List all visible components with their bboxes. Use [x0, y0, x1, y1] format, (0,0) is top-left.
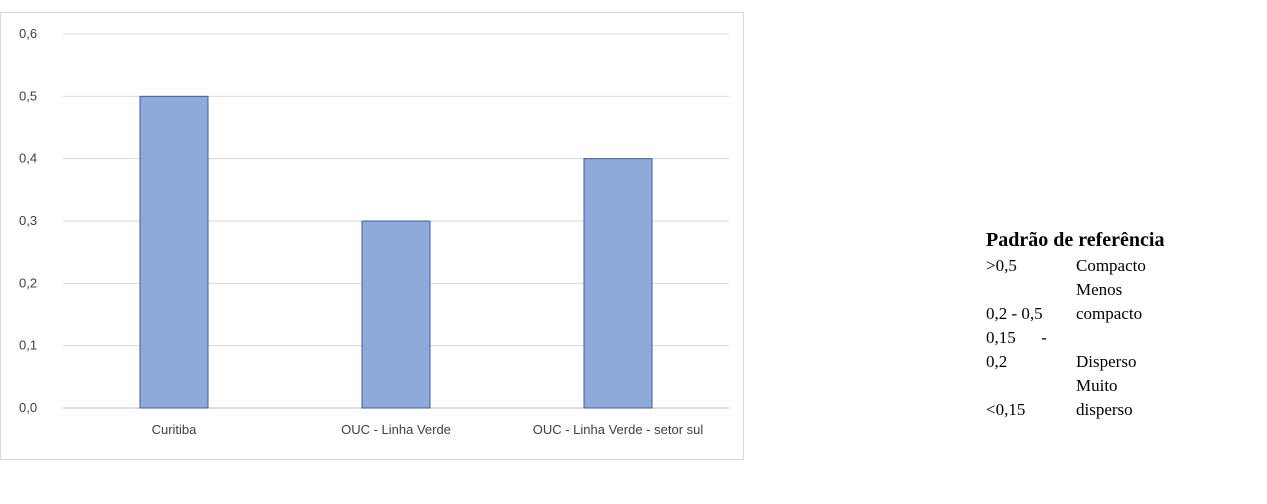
reference-class: Disperso — [1076, 326, 1267, 374]
reference-range-line: <0,15 — [986, 400, 1026, 419]
y-tick-label: 0,4 — [19, 151, 37, 166]
reference-range-line: 0,2 — [986, 352, 1008, 371]
reference-class-line: disperso — [1076, 400, 1133, 419]
reference-row: >0,5 Compacto — [986, 254, 1267, 278]
reference-range: >0,5 — [986, 254, 1076, 278]
reference-range: 0,15 - 0,2 — [986, 326, 1076, 374]
x-category-label: OUC - Linha Verde — [341, 422, 451, 437]
x-category-label: OUC - Linha Verde - setor sul — [533, 422, 704, 437]
reference-range: <0,15 — [986, 374, 1076, 422]
bar — [361, 220, 431, 409]
y-tick-label: 0,1 — [19, 338, 37, 353]
reference-table: Padrão de referência >0,5 Compacto 0,2 - … — [986, 226, 1267, 422]
reference-class-line: Menos — [1076, 280, 1123, 299]
reference-class-line: compacto — [1076, 304, 1143, 323]
y-tick-label: 0,0 — [19, 400, 37, 415]
reference-range-line: 0,15 - — [986, 328, 1047, 347]
reference-class: Menos compacto — [1076, 278, 1267, 326]
reference-range-line: >0,5 — [986, 256, 1017, 275]
reference-class-line: Disperso — [1076, 352, 1137, 371]
y-tick-label: 0,6 — [19, 26, 37, 41]
reference-range-line — [986, 278, 1076, 302]
y-tick-label: 0,3 — [19, 213, 37, 228]
reference-class: Compacto — [1076, 254, 1267, 278]
reference-class-line: Muito — [1076, 376, 1118, 395]
reference-class-line: Compacto — [1076, 256, 1146, 275]
bar — [583, 158, 653, 409]
bar — [139, 95, 209, 409]
y-tick-label: 0,2 — [19, 275, 37, 290]
chart-canvas: 0,0 0,1 0,2 0,3 0,4 0,5 0,6 Curitiba OUC - Linha… — [19, 26, 729, 437]
reference-class: Muito disperso — [1076, 374, 1267, 422]
reference-row: 0,15 - 0,2 Disperso — [986, 326, 1267, 374]
reference-class-line — [1076, 326, 1267, 350]
reference-range-line — [986, 374, 1076, 398]
reference-range: 0,2 - 0,5 — [986, 278, 1076, 326]
reference-title: Padrão de referência — [986, 229, 1165, 251]
x-category-label: Curitiba — [152, 422, 198, 437]
bar-chart: 0,0 0,1 0,2 0,3 0,4 0,5 0,6 Curitiba OUC - Linha… — [0, 12, 744, 460]
y-tick-label: 0,5 — [19, 88, 37, 103]
reference-range-line: 0,2 - 0,5 — [986, 304, 1043, 323]
reference-rows: >0,5 Compacto 0,2 - 0,5 Menos compacto 0,15 … — [986, 254, 1267, 422]
reference-row: 0,2 - 0,5 Menos compacto — [986, 278, 1267, 326]
reference-row: <0,15 Muito disperso — [986, 374, 1267, 422]
